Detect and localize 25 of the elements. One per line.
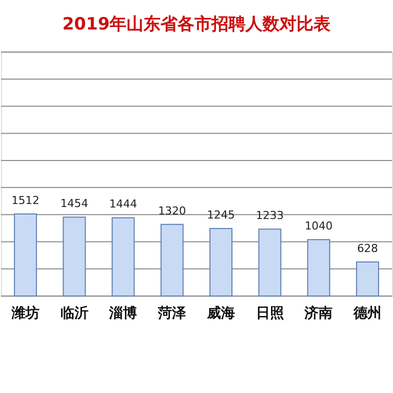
bar [14, 214, 37, 296]
chart-title: 2019年山东省各市招聘人数对比表 [62, 14, 332, 34]
bar [356, 261, 380, 296]
x-tick-label: 威海 [206, 306, 235, 322]
data-label: 1454 [60, 197, 88, 210]
data-label: 1245 [206, 208, 235, 222]
bar [258, 228, 282, 296]
x-tick-label: 日照 [256, 306, 284, 322]
x-tick-label: 德州 [352, 306, 382, 322]
x-tick-label: 菏泽 [157, 306, 188, 322]
x-tick-label: 临沂 [60, 306, 88, 322]
bar [62, 216, 86, 296]
data-label: 1512 [11, 194, 40, 208]
data-label: 1320 [158, 204, 186, 218]
bar [112, 217, 135, 296]
bar [307, 239, 330, 296]
bar [160, 224, 184, 296]
bar [209, 228, 232, 296]
x-tick-label: 淄博 [108, 306, 138, 322]
data-label: 1233 [256, 209, 284, 222]
data-label: 628 [357, 242, 378, 255]
x-tick-label: 潍坊 [10, 304, 40, 322]
x-tick-label: 济南 [304, 304, 333, 322]
data-label: 1040 [304, 220, 333, 233]
data-label: 1444 [109, 198, 138, 211]
